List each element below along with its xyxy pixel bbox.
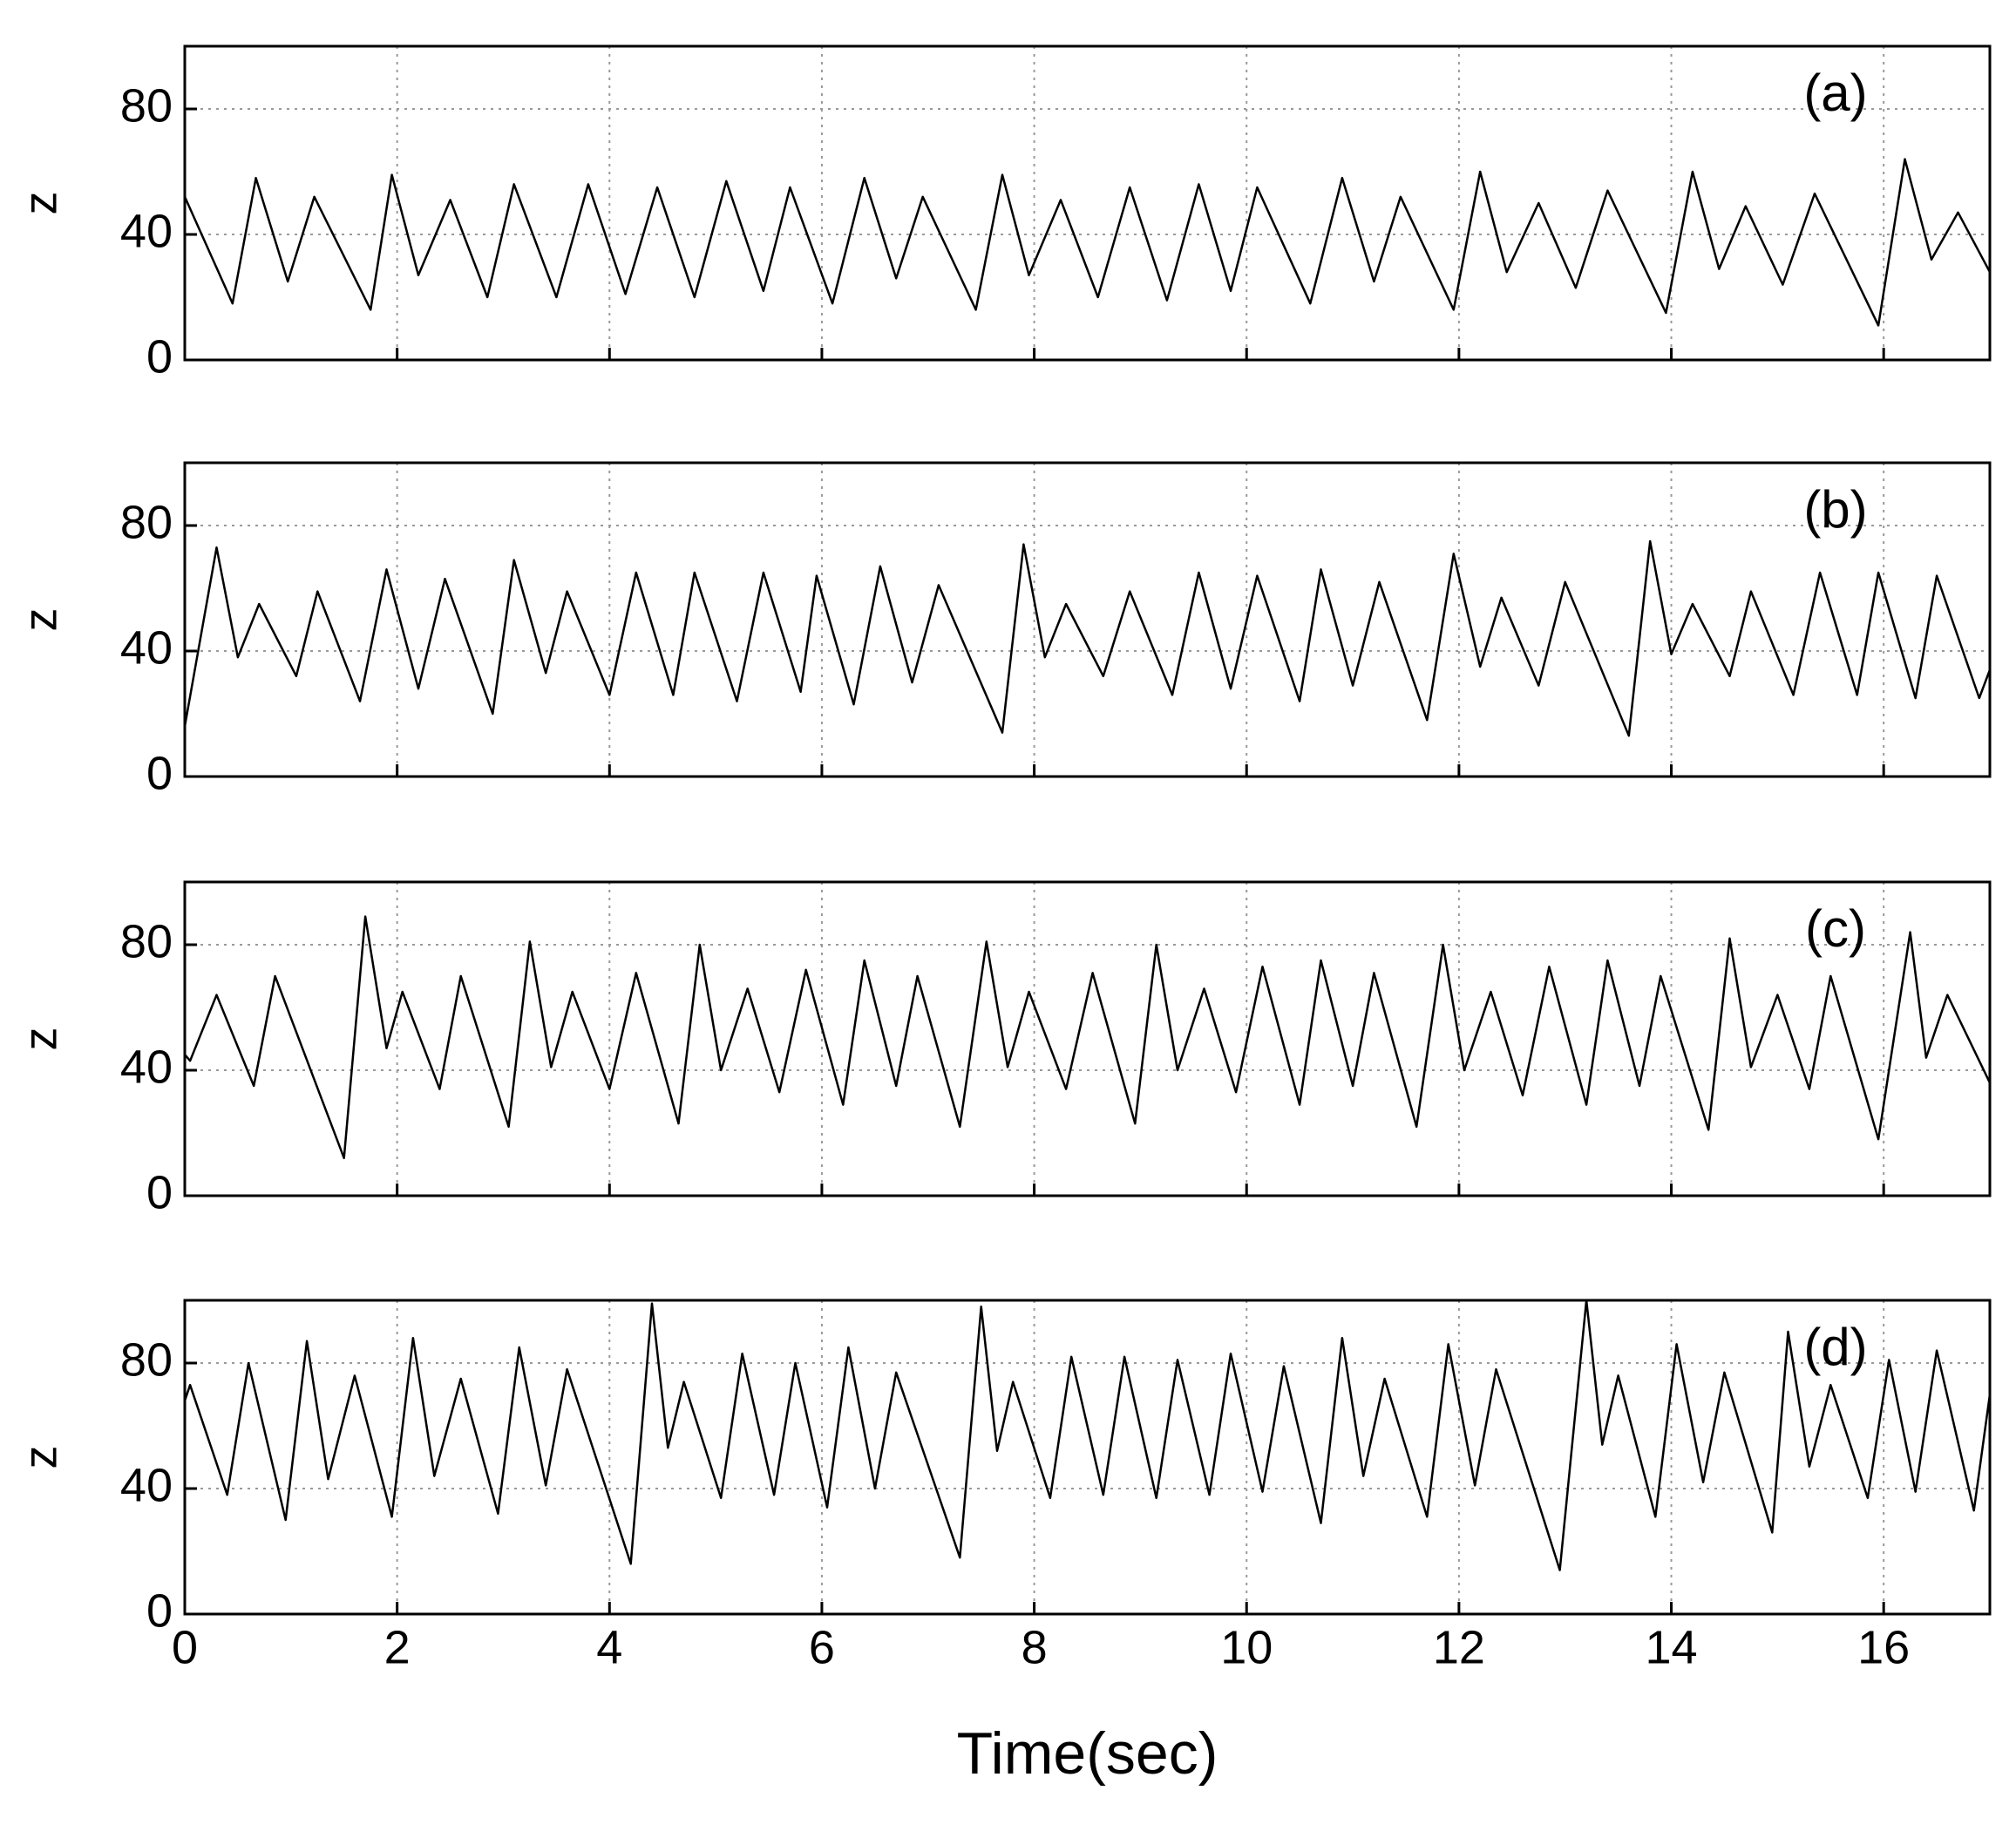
y-tick-label: 40 <box>120 621 173 674</box>
y-tick-label: 0 <box>146 330 173 383</box>
x-tick-label: 2 <box>384 1621 411 1673</box>
trace <box>184 915 1992 1160</box>
y-tick-label: 80 <box>120 79 173 132</box>
trace <box>183 1299 1992 1571</box>
x-tick-label: 16 <box>1857 1621 1910 1673</box>
y-axis-label: z <box>14 1446 66 1469</box>
y-tick-label: 40 <box>120 1459 173 1511</box>
x-tick-label: 12 <box>1433 1621 1485 1673</box>
y-axis-label: z <box>14 608 66 632</box>
trace <box>183 539 1992 737</box>
panel-label: (a) <box>1803 64 1867 122</box>
x-tick-label: 6 <box>809 1621 835 1673</box>
x-tick-label: 0 <box>172 1621 198 1673</box>
panel-label: (d) <box>1803 1318 1867 1376</box>
y-tick-label: 80 <box>120 1333 173 1386</box>
trace <box>183 158 1992 327</box>
y-tick-label: 40 <box>120 205 173 257</box>
x-tick-label: 10 <box>1220 1621 1273 1673</box>
panel-label: (c) <box>1805 899 1866 958</box>
plot-frame <box>183 1299 1992 1616</box>
y-tick-label: 40 <box>120 1041 173 1093</box>
y-axis-label: z <box>14 1028 66 1051</box>
x-tick-label: 8 <box>1022 1621 1048 1673</box>
y-tick-label: 0 <box>146 1584 173 1637</box>
y-tick-label: 80 <box>120 496 173 548</box>
y-tick-label: 80 <box>120 915 173 967</box>
panel-label: (b) <box>1803 480 1867 539</box>
x-tick-label: 14 <box>1645 1621 1697 1673</box>
plot-frame <box>183 461 1992 778</box>
x-axis-label: Time(sec) <box>957 1720 1218 1787</box>
y-axis-label: z <box>14 192 66 215</box>
plot-frame <box>183 880 1992 1197</box>
y-tick-label: 0 <box>146 747 173 799</box>
x-tick-label: 4 <box>596 1621 622 1673</box>
plot-frame <box>183 44 1992 362</box>
y-tick-label: 0 <box>146 1166 173 1218</box>
